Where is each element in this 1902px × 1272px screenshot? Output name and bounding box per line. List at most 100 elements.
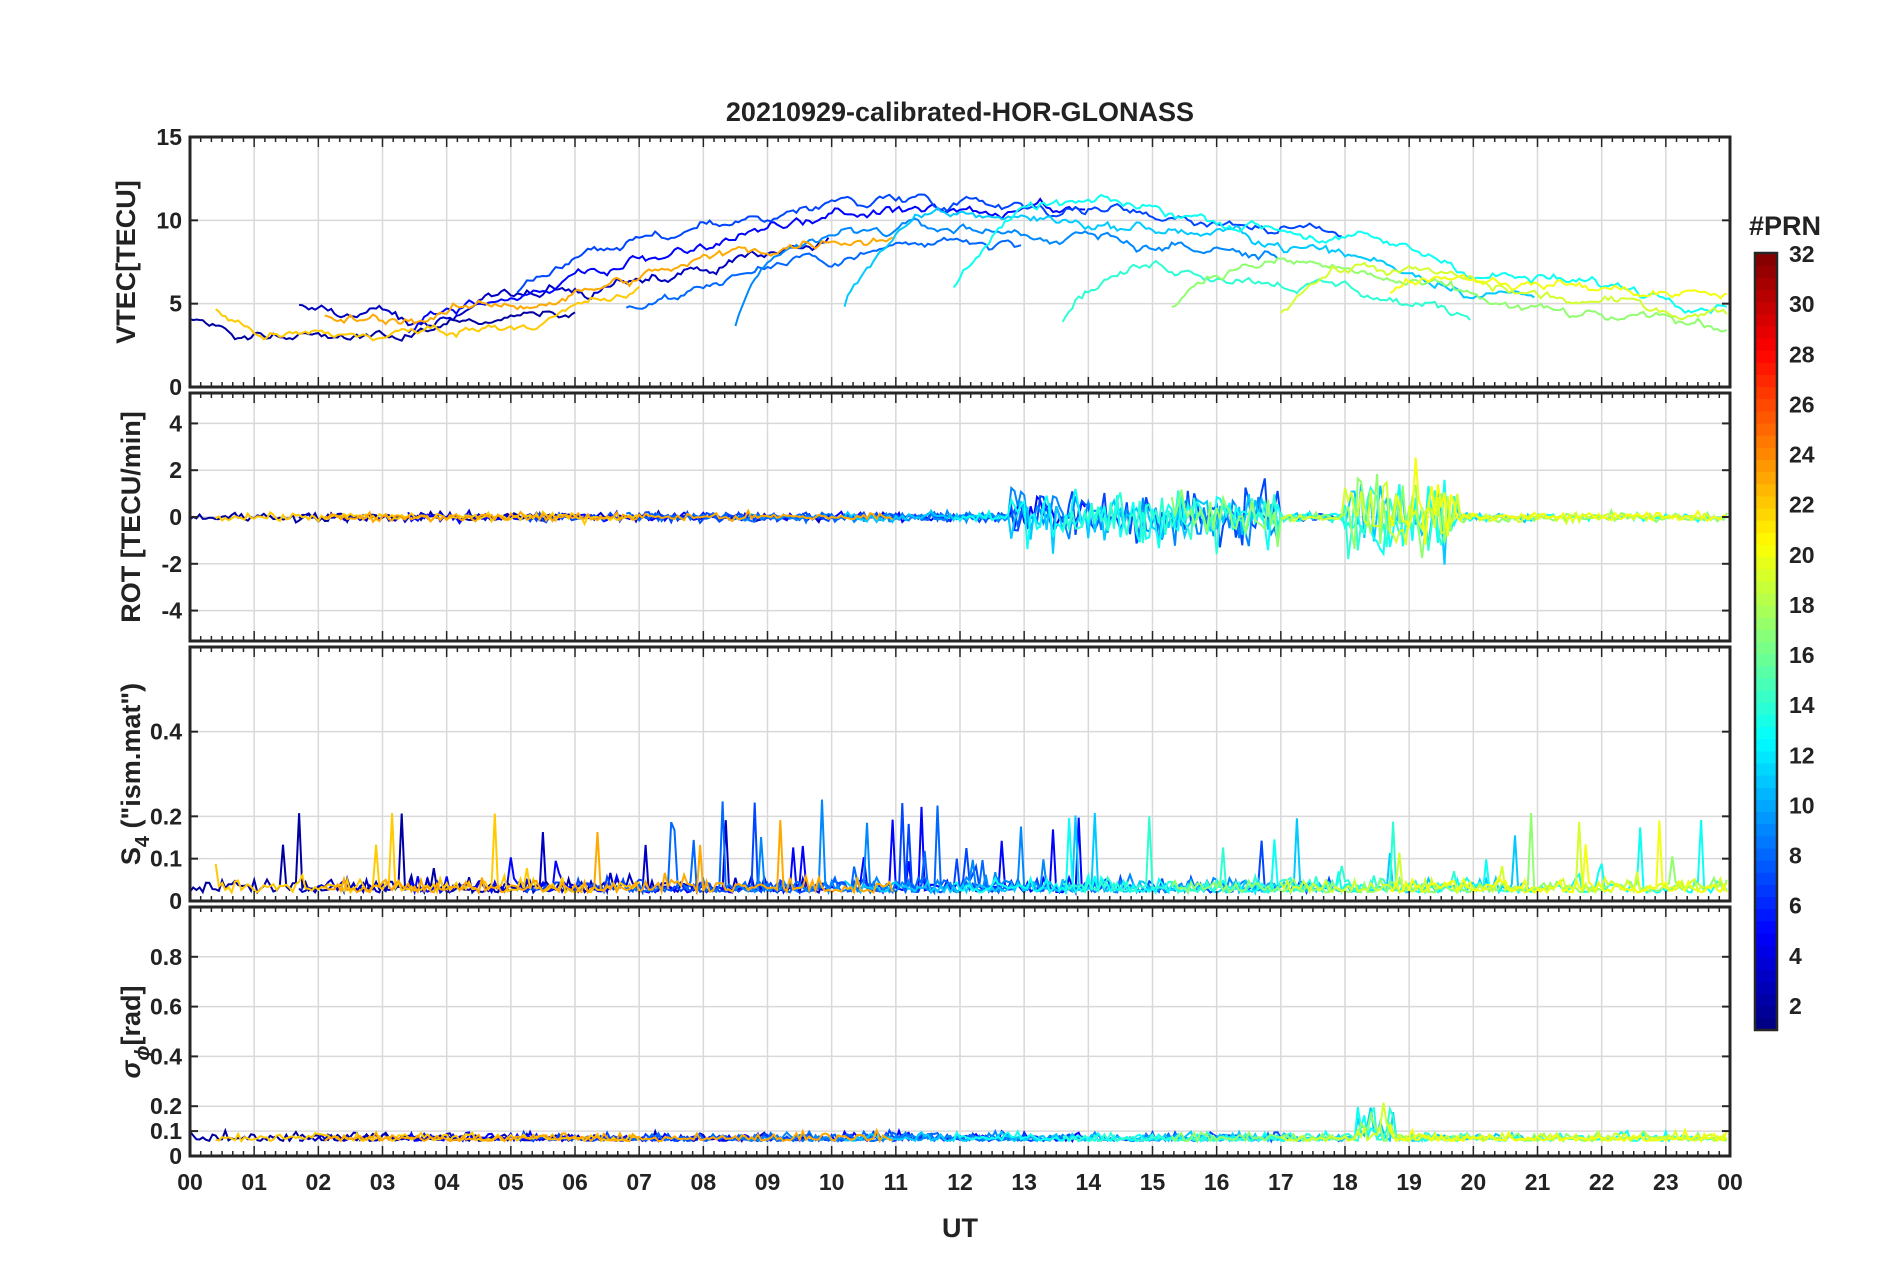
s4-panel: 0.40.20.10 S4 ("ism.mat") — [116, 647, 1730, 914]
colorbar-segment — [1755, 921, 1777, 934]
x-tick-label: 22 — [1589, 1169, 1615, 1195]
colorbar-segment — [1755, 848, 1777, 861]
colorbar-segment — [1755, 811, 1777, 824]
x-tick-label: 15 — [1140, 1169, 1166, 1195]
colorbar-segment — [1755, 726, 1777, 739]
colorbar-segment — [1755, 277, 1777, 290]
colorbar-segment — [1755, 387, 1777, 400]
colorbar-segment — [1755, 338, 1777, 351]
y-tick-label: 5 — [169, 291, 182, 317]
y-tick-label: 0 — [169, 888, 182, 914]
y-tick-label: 0.2 — [150, 803, 182, 829]
y-tick-label: 0 — [169, 1143, 182, 1169]
x-tick-label: 09 — [755, 1169, 781, 1195]
s4-grid — [190, 647, 1730, 901]
colorbar-segment — [1755, 532, 1777, 545]
x-tick-label: 13 — [1011, 1169, 1037, 1195]
y-tick-label: 4 — [169, 410, 182, 436]
x-tick-label: 02 — [306, 1169, 332, 1195]
colorbar-tick-label: 18 — [1789, 592, 1815, 618]
colorbar-tick-label: 10 — [1789, 792, 1815, 818]
x-tick-label: 01 — [241, 1169, 267, 1195]
colorbar-segment — [1755, 739, 1777, 752]
x-tick-labels: 00 01 02 03 04 05 06 07 08 09 10 11 12 13 14 15 16 17 18 19… — [177, 1169, 1743, 1195]
sigma-phi-ylabel-rest: [rad] — [116, 985, 146, 1045]
x-tick-label: 00 — [177, 1169, 203, 1195]
x-tick-label: 03 — [370, 1169, 396, 1195]
y-tick-label: 0.6 — [150, 994, 182, 1020]
colorbar-tick-label: 24 — [1789, 442, 1815, 468]
colorbar-tick-label: 26 — [1789, 391, 1815, 417]
colorbar-segment — [1755, 484, 1777, 497]
colorbar-segment — [1755, 933, 1777, 946]
rot-ylabel: ROT [TECU/min] — [116, 411, 146, 622]
y-tick-label: -4 — [162, 598, 183, 624]
colorbar-segment — [1755, 969, 1777, 982]
colorbar-segment — [1755, 690, 1777, 703]
colorbar-segment — [1755, 569, 1777, 582]
colorbar-segment — [1755, 763, 1777, 776]
colorbar-tick-label: 8 — [1789, 843, 1802, 869]
colorbar-segment — [1755, 994, 1777, 1007]
s4-ylabel-main: S — [116, 847, 146, 865]
x-tick-label: 10 — [819, 1169, 845, 1195]
y-tick-label: 0 — [169, 374, 182, 400]
x-tick-label: 05 — [498, 1169, 524, 1195]
colorbar-tick-label: 4 — [1789, 943, 1802, 969]
colorbar-segment — [1755, 836, 1777, 849]
sigma-phi-series — [190, 1103, 1727, 1142]
y-tick-label: 0.2 — [150, 1093, 182, 1119]
colorbar-segment — [1755, 1018, 1777, 1031]
sigma-phi-ylabel-sub: ϕ — [132, 1045, 154, 1060]
colorbar-segment — [1755, 775, 1777, 788]
vtec-ylabel: VTEC[TECU] — [111, 180, 141, 344]
y-tick-label: 0 — [169, 504, 182, 530]
figure-title: 20210929-calibrated-HOR-GLONASS — [726, 97, 1194, 127]
x-tick-label: 07 — [626, 1169, 652, 1195]
colorbar-segment — [1755, 302, 1777, 315]
x-tick-label: 08 — [691, 1169, 717, 1195]
colorbar-label: #PRN — [1749, 211, 1821, 241]
series-line-prn-13 — [954, 195, 1727, 313]
colorbar-segment — [1755, 508, 1777, 521]
colorbar-segment — [1755, 896, 1777, 909]
colorbar-segment — [1755, 617, 1777, 630]
colorbar-tick-label: 30 — [1789, 291, 1815, 317]
colorbar-segment — [1755, 496, 1777, 509]
colorbar-segment — [1755, 399, 1777, 412]
colorbar-segment — [1755, 326, 1777, 339]
colorbar-segment — [1755, 605, 1777, 618]
series-line-prn-19 — [1281, 1103, 1727, 1142]
sigma-phi-ticks: 0.8 0.6 0.4 0.20.10 — [150, 907, 1730, 1169]
rot-series — [190, 458, 1727, 565]
x-axis-label: UT — [942, 1213, 978, 1243]
colorbar-segment — [1755, 253, 1777, 266]
colorbar-segment — [1755, 447, 1777, 460]
colorbar-tick-label: 14 — [1789, 692, 1815, 718]
colorbar-segment — [1755, 459, 1777, 472]
colorbar-tick-label: 12 — [1789, 742, 1815, 768]
series-line-prn-9 — [735, 800, 1277, 893]
series-line-prn-5 — [408, 807, 1085, 893]
s4-ylabel: S4 ("ism.mat") — [116, 683, 154, 865]
y-tick-label: 0.8 — [150, 944, 182, 970]
colorbar-segment — [1755, 678, 1777, 691]
x-tick-label: 12 — [947, 1169, 973, 1195]
colorbar-segment — [1755, 411, 1777, 424]
colorbar-segment — [1755, 787, 1777, 800]
colorbar-segment — [1755, 581, 1777, 594]
vtec-grid — [190, 137, 1730, 387]
colorbar-tick-label: 32 — [1789, 241, 1815, 267]
colorbar-segment — [1755, 981, 1777, 994]
sigma-phi-ylabel: σϕ[rad] — [116, 985, 154, 1078]
y-tick-label: -2 — [162, 551, 182, 577]
x-tick-label: 17 — [1268, 1169, 1294, 1195]
rot-panel: 420-2-4 ROT [TECU/min] — [116, 393, 1730, 641]
y-tick-label: 0.1 — [150, 846, 182, 872]
x-tick-label: 19 — [1396, 1169, 1422, 1195]
colorbar-segment — [1755, 654, 1777, 667]
colorbar-segment — [1755, 472, 1777, 485]
vtec-panel: 0 5 10 15 VTEC[TECU] — [111, 124, 1730, 400]
x-tick-label: 23 — [1653, 1169, 1679, 1195]
colorbar-segment — [1755, 520, 1777, 533]
